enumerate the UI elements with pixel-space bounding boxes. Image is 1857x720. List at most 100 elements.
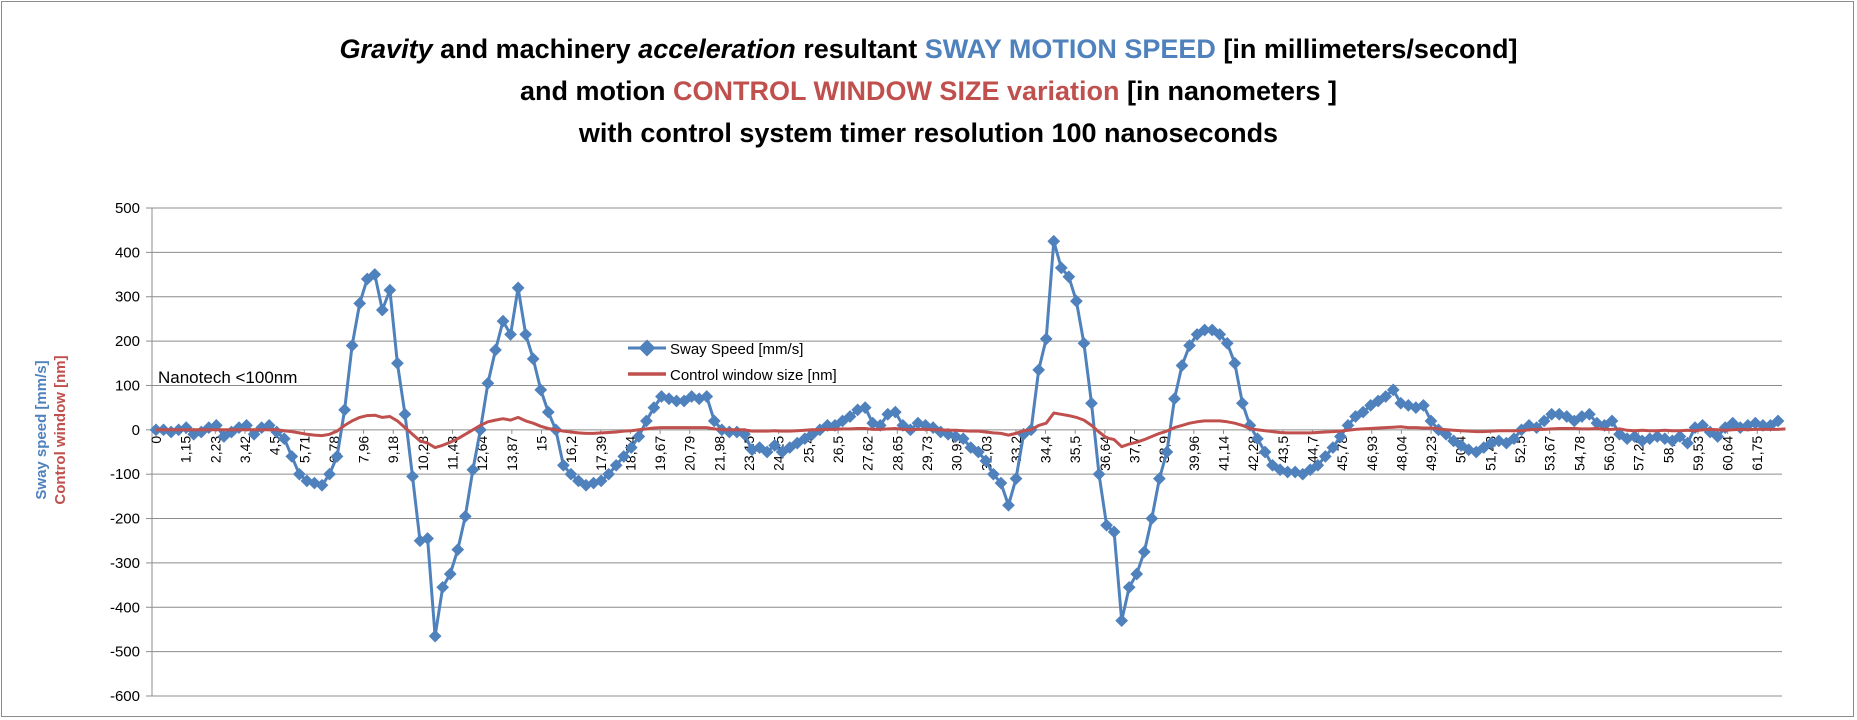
x-tick-label: 46,93 [1364, 436, 1380, 471]
x-tick-label: 21,98 [711, 436, 727, 471]
title-acceleration: acceleration [638, 34, 796, 64]
x-tick-label: 30,93 [949, 436, 965, 471]
x-tick-label: 28,65 [889, 436, 905, 471]
title-sway-motion-speed: SWAY MOTION SPEED [924, 34, 1216, 64]
x-tick-label: 27,62 [860, 436, 876, 471]
data-point-sway [375, 303, 389, 317]
x-tick-label: 49,23 [1423, 436, 1439, 471]
data-point-sway [511, 281, 525, 295]
data-point-sway [338, 403, 351, 417]
data-point-sway [504, 328, 517, 341]
data-point-sway [489, 343, 502, 357]
data-point-sway [1085, 396, 1098, 410]
y-tick-label: -200 [110, 511, 140, 528]
data-point-sway [451, 543, 465, 556]
data-point-sway [1145, 512, 1159, 525]
title-gravity: Gravity [339, 34, 433, 64]
data-point-sway [541, 405, 555, 419]
x-tick-label: 56,03 [1601, 436, 1617, 471]
title-text-3: [in millimeters/second] [1215, 34, 1518, 64]
x-tick-label: 0 [148, 436, 164, 444]
data-point-sway [466, 463, 480, 477]
data-point-sway [1115, 614, 1129, 627]
data-point-sway [1047, 234, 1061, 248]
data-point-sway [1122, 580, 1136, 594]
data-point-sway [353, 297, 367, 310]
x-tick-label: 48,04 [1393, 436, 1409, 471]
data-point-sway [481, 376, 495, 390]
x-tick-label: 44,7 [1304, 436, 1320, 463]
title-text-1: and machinery [432, 34, 639, 64]
x-tick-label: 19,67 [652, 436, 668, 471]
y-axis: -600 -500 -400 -300 -200 -100 0 100 200 300 400 500 [110, 200, 153, 705]
x-tick-label: 39,96 [1186, 436, 1202, 471]
data-point-sway [640, 414, 653, 428]
data-point-sway [1039, 332, 1053, 346]
title-text-2: resultant [795, 34, 925, 64]
data-point-sway [330, 450, 344, 463]
y-tick-label: -600 [110, 688, 140, 705]
chart-title-line-1: Gravity and machinery acceleration resul… [0, 34, 1857, 65]
legend-label-control: Control window size [nm] [670, 367, 837, 384]
x-tick-label: 1,15 [178, 436, 194, 463]
data-point-sway [526, 352, 540, 366]
chart-title-line-2: and motion CONTROL WINDOW SIZE variation… [0, 76, 1857, 107]
x-tick-label: 36,64 [1097, 436, 1113, 471]
data-point-sway [1175, 359, 1189, 372]
x-tick-label: 3,42 [237, 436, 253, 463]
x-tick-label: 54,78 [1571, 436, 1587, 471]
data-point-sway [1235, 396, 1249, 410]
data-point-sway [443, 567, 457, 581]
title-line2-text-2: [in nanometers ] [1119, 76, 1338, 106]
x-tick-label: 7,96 [356, 436, 372, 463]
title-control-window-size: CONTROL WINDOW SIZE variation [672, 76, 1120, 106]
data-point-sway [1130, 567, 1144, 581]
data-point-sway [368, 268, 382, 281]
x-tick-label: 35,5 [1067, 436, 1083, 463]
chart-title-line-3: with control system timer resolution 100… [578, 118, 1279, 148]
y-tick-label: -500 [110, 644, 140, 661]
data-point-sway [285, 450, 299, 463]
x-tick-label: 29,73 [919, 436, 935, 471]
data-point-sway [1032, 363, 1046, 377]
annotation-nanotech: Nanotech <100nm [158, 368, 297, 387]
x-tick-label: 53,67 [1542, 436, 1558, 471]
data-point-sway [398, 407, 412, 421]
x-tick-label: 60,64 [1720, 436, 1736, 471]
y-tick-label: 500 [115, 200, 140, 217]
data-point-sway [277, 432, 291, 446]
data-point-sway [1228, 356, 1242, 370]
data-point-sway [383, 283, 397, 297]
y-tick-label: -100 [110, 466, 140, 483]
data-point-sway [519, 328, 533, 341]
x-tick-label: 26,5 [830, 436, 846, 463]
x-tick-label: 15 [533, 436, 549, 452]
data-point-sway [1137, 545, 1151, 559]
data-point-sway [1002, 498, 1015, 512]
x-tick-label: 2,23 [207, 436, 223, 463]
data-point-sway [1077, 336, 1091, 350]
data-point-sway [391, 356, 404, 370]
x-tick-label: 17,39 [593, 436, 609, 471]
legend-label-sway: Sway Speed [mm/s] [670, 341, 803, 358]
legend: Sway Speed [mm/s] Control window size [n… [628, 339, 837, 384]
data-point-sway [496, 314, 510, 328]
data-point-sway [292, 467, 306, 481]
y-axis-label-control: Control window [nm] [52, 355, 69, 504]
x-tick-label: 23,15 [741, 436, 757, 471]
x-tick-label: 5,71 [296, 436, 312, 463]
x-tick-label: 16,2 [563, 436, 579, 463]
y-axis-label-sway: Sway speed [mm/s] [33, 360, 50, 499]
x-tick-label: 4,5 [267, 436, 283, 456]
data-point-sway [315, 478, 329, 492]
series-line-control [156, 411, 1786, 450]
y-tick-label: -400 [110, 599, 140, 616]
x-tick-label: 61,75 [1749, 436, 1765, 471]
x-tick-label: 13,87 [504, 436, 520, 471]
y-tick-label: 300 [115, 289, 140, 306]
data-point-sway [406, 470, 419, 483]
x-tick-label: 20,79 [682, 436, 698, 471]
y-tick-label: 400 [115, 244, 140, 261]
y-tick-label: 200 [115, 333, 140, 350]
